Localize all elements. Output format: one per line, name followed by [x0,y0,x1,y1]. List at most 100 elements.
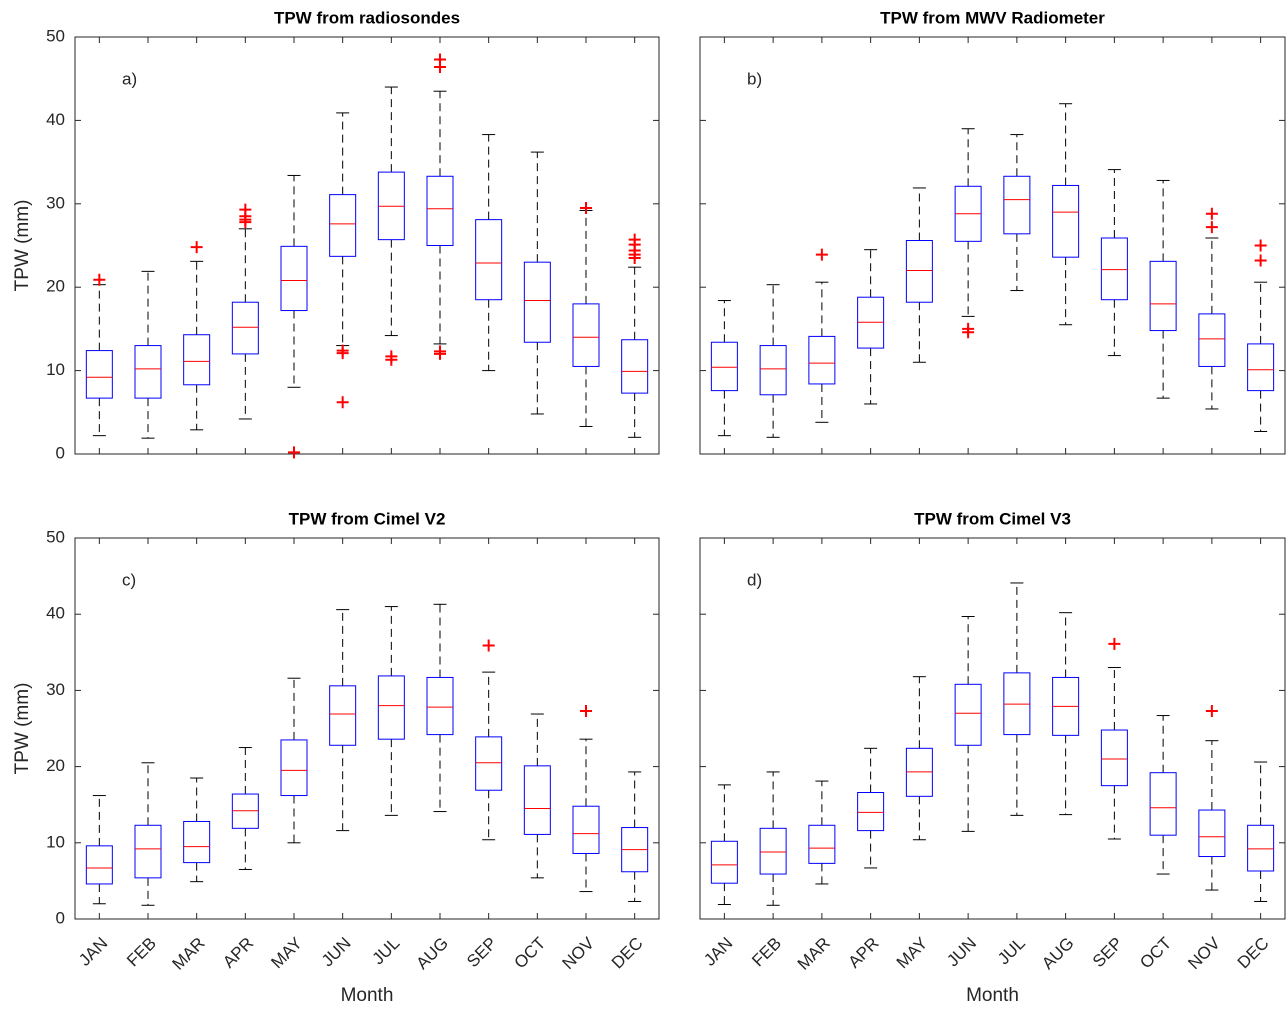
outlier [336,396,349,409]
box [426,175,454,246]
box [1100,729,1128,787]
panel-title: TPW from radiosondes [274,8,460,27]
box [134,824,162,879]
y-tick-label: 50 [46,26,65,45]
y-tick-label: 20 [46,756,65,775]
panel-title: TPW from Cimel V3 [914,509,1071,528]
outlier [1254,239,1267,252]
x-tick-label: JUN [318,934,355,971]
box [329,194,357,257]
panel: TPW from MWV Radiometer b) [699,8,1286,455]
box [1149,772,1177,836]
x-axis-label: Month [966,985,1019,1006]
y-tick-label: 20 [46,277,65,296]
outlier [962,322,975,335]
axes-frame [699,537,1286,920]
x-tick-label: SEP [463,934,500,971]
box [857,792,885,832]
box [1247,824,1275,872]
outlier [190,241,203,254]
x-tick-label: JAN [75,934,111,970]
box [231,301,259,355]
outlier [628,233,641,246]
box [572,805,600,854]
box [426,676,454,736]
x-tick-label: MAR [794,934,834,974]
box [621,339,649,394]
outlier [1205,221,1218,234]
outlier [336,344,349,357]
box [475,219,503,301]
box [134,345,162,399]
outlier [239,203,252,216]
outlier [93,273,106,286]
box [85,845,113,885]
box [1198,313,1226,367]
box [710,840,738,884]
y-axis-label: TPW (mm) [12,200,33,292]
box [475,736,503,791]
y-axis-label: TPW (mm) [12,683,33,775]
outlier [1108,637,1121,650]
x-axis-label: Month [341,985,394,1006]
outlier [1205,207,1218,220]
x-tick-label: NOV [559,933,599,973]
outlier [482,639,495,652]
x-tick-label: FEB [123,934,160,971]
x-tick-label: MAY [267,934,306,973]
panel-label: a) [122,69,137,88]
outlier [815,248,828,261]
x-tick-label: AUG [413,934,452,973]
box [1198,809,1226,858]
x-tick-label: JUL [994,934,1029,969]
box [183,820,211,864]
x-tick-label: OCT [511,934,550,973]
y-tick-label: 10 [46,360,65,379]
box [280,245,308,312]
box [759,345,787,396]
x-tick-label: FEB [748,934,785,971]
outlier [1254,254,1267,267]
outlier [288,446,300,459]
x-tick-label: DEC [1234,934,1273,973]
box [710,341,738,392]
box [329,685,357,746]
box [183,334,211,386]
x-tick-label: DEC [608,934,647,973]
outlier [580,704,592,717]
panel-title: TPW from MWV Radiometer [880,8,1105,27]
box [905,239,933,303]
outlier [434,345,446,358]
axes-frame [699,36,1286,455]
panel-label: c) [122,570,136,589]
x-tick-label: MAR [169,934,209,974]
box [1149,260,1177,332]
y-tick-label: 0 [56,908,65,927]
x-tick-label: SEP [1089,934,1126,971]
x-tick-label: APR [844,934,882,972]
axes-frame [74,36,660,455]
x-tick-label: NOV [1184,933,1224,973]
x-tick-label: MAY [893,934,932,973]
panel-label: b) [747,69,762,88]
x-tick-label: OCT [1136,934,1175,973]
box [523,261,551,343]
outlier [1205,704,1218,717]
x-tick-label: APR [219,934,257,972]
outlier [580,201,592,214]
box [1052,184,1080,258]
axes-frame [74,537,660,920]
y-tick-label: 30 [46,680,65,699]
box [523,765,551,835]
box [808,335,836,385]
box [377,675,405,740]
box [572,303,600,367]
box [1100,237,1128,301]
box [808,824,836,864]
y-tick-label: 30 [46,193,65,212]
y-tick-label: 10 [46,832,65,851]
panel-title: TPW from Cimel V2 [289,509,446,528]
panel: TPW from radiosondes a) 0 10 20 30 40 50 TPW (mm… [12,8,660,462]
box [1247,343,1275,392]
